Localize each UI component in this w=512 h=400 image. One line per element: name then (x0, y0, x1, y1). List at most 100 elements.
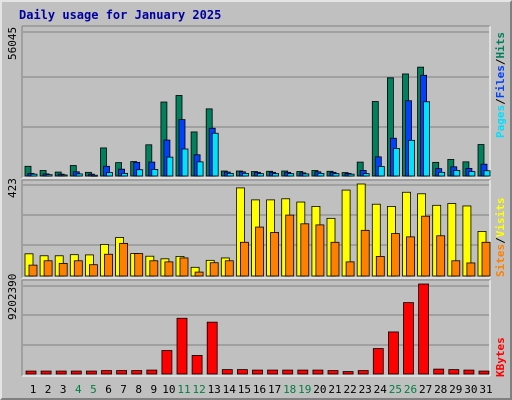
legend: Pages/Files/Hits (494, 32, 507, 138)
x-tick-label: 30 (464, 383, 477, 396)
legend-entry: Hits (494, 32, 507, 59)
sites-bar (28, 264, 38, 277)
x-tick-label: 8 (135, 383, 142, 396)
kbytes-bar (116, 370, 127, 375)
pages-bar (241, 172, 249, 177)
sites-bar (194, 271, 204, 277)
pages-bar (453, 170, 461, 177)
kbytes-bar (176, 317, 188, 375)
x-tick-label: 14 (223, 383, 237, 396)
x-tick-label: 7 (120, 383, 127, 396)
x-tick-label: 4 (75, 383, 82, 396)
x-tick-label: 24 (374, 383, 388, 396)
kbytes-bar (86, 370, 97, 375)
sites-bar (255, 226, 264, 277)
y-axis-max-label: 56045 (6, 27, 19, 60)
pages-bar (332, 173, 340, 177)
pages-bar (30, 173, 38, 177)
kbytes-bar (131, 370, 143, 375)
x-tick-label: 1 (30, 383, 37, 396)
x-tick-label: 5 (90, 383, 97, 396)
x-tick-label: 27 (419, 383, 432, 396)
pages-bar (91, 174, 98, 177)
pages-bar (45, 174, 53, 177)
kbytes-bar (418, 283, 430, 375)
x-tick-label: 20 (313, 383, 326, 396)
x-tick-label: 2 (45, 383, 52, 396)
x-tick-label: 23 (359, 383, 372, 396)
y-axis-max-label: 423 (6, 178, 19, 198)
sites-bar (43, 260, 53, 277)
kbytes-bar (70, 370, 82, 375)
pages-bar (302, 173, 310, 177)
kbytes-bar (252, 369, 263, 375)
kbytes-bar (236, 369, 248, 375)
sites-bar (360, 229, 370, 277)
sites-bar (89, 264, 98, 277)
kbytes-bar (297, 369, 309, 375)
sites-bar (451, 260, 461, 277)
pages-bar (257, 173, 264, 177)
x-tick-label: 17 (268, 383, 281, 396)
x-tick-label: 10 (162, 383, 175, 396)
pages-bar (211, 132, 219, 177)
kbytes-bar (25, 370, 37, 375)
kbytes-bar (40, 370, 52, 375)
x-tick-label: 31 (479, 383, 492, 396)
sites-bar (58, 262, 68, 277)
kbytes-bar (267, 369, 279, 375)
x-tick-label: 9 (150, 383, 157, 396)
kbytes-bar (282, 369, 294, 375)
pages-bar (468, 171, 476, 177)
sites-bar (330, 241, 340, 277)
pages-bar (226, 172, 234, 177)
pages-bar (483, 170, 491, 177)
x-tick-label: 18 (283, 383, 296, 396)
pages-bar (347, 173, 355, 177)
pages-bar (181, 148, 189, 177)
sites-bar (481, 241, 491, 277)
kbytes-bar (221, 369, 233, 375)
legend-separator: / (494, 98, 507, 105)
pages-bar (392, 148, 400, 177)
x-tick-label: 28 (434, 383, 447, 396)
x-tick-label: 22 (343, 383, 356, 396)
kbytes-bar (327, 370, 339, 375)
x-tick-label: 26 (404, 383, 417, 396)
sites-bar (119, 242, 128, 277)
legend: KBytes (494, 337, 507, 377)
pages-bar (438, 171, 446, 177)
x-tick-label: 16 (253, 383, 266, 396)
pages-bar (75, 173, 83, 177)
sites-bar (345, 261, 355, 277)
x-tick-label: 3 (60, 383, 67, 396)
sites-bar (300, 223, 310, 277)
pages-bar (60, 174, 68, 177)
kbytes-bar (161, 350, 173, 375)
sites-bar (285, 214, 295, 277)
sites-bar (134, 253, 144, 277)
kbytes-bar (448, 369, 460, 375)
sites-bar (73, 260, 83, 277)
pages-bar (377, 166, 385, 177)
x-tick-label: 19 (298, 383, 311, 396)
kbytes-bar (372, 348, 384, 375)
pages-bar (136, 169, 144, 177)
sites-bar (239, 241, 249, 277)
sites-bar (421, 215, 431, 277)
kbytes-bar (342, 371, 354, 375)
y-axis-max-label: 9202390 (6, 274, 19, 320)
sites-bar (149, 260, 159, 277)
legend-entry: Pages (494, 105, 507, 138)
kbytes-bar (403, 302, 414, 375)
x-tick-label: 13 (208, 383, 221, 396)
sites-bar (436, 235, 446, 277)
pages-bar (151, 169, 159, 177)
x-tick-label: 21 (328, 383, 341, 396)
sites-bar (466, 262, 476, 277)
sites-bar (375, 256, 385, 277)
pages-bar (317, 172, 325, 177)
pages-bar (423, 101, 431, 177)
sites-bar (224, 260, 234, 277)
